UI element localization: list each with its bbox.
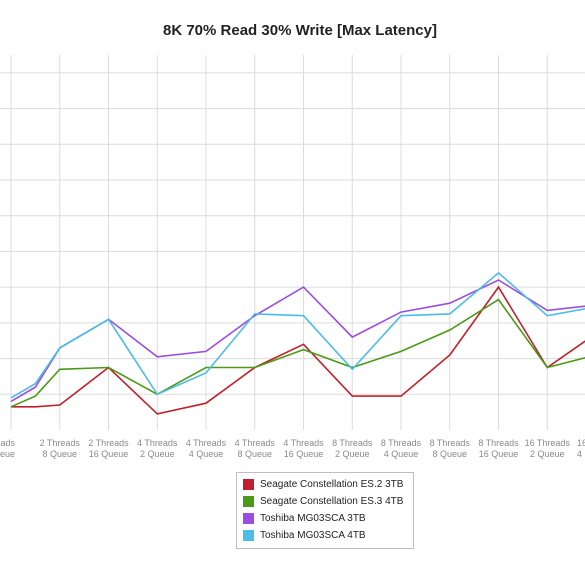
x-tick-label: 4 Queue <box>189 449 224 459</box>
x-tick-label: 16 Threads <box>525 438 571 448</box>
x-tick-label: 4 Queue <box>384 449 419 459</box>
legend-label: Seagate Constellation ES.2 3TB <box>260 479 404 490</box>
x-tick-label: 4 Threads <box>235 438 276 448</box>
series-line-2 <box>10 298 585 408</box>
x-tick-label: 2 Threads <box>40 438 81 448</box>
series-lines <box>10 271 585 415</box>
x-tick-label: 4 Threads <box>283 438 324 448</box>
x-tick-label: 2 Threads <box>88 438 129 448</box>
x-tick-label: 8 Queue <box>42 449 77 459</box>
x-tick-label: 16 Queue <box>479 449 519 459</box>
legend-item: Seagate Constellation ES.2 3TB <box>243 476 407 493</box>
legend-swatch <box>243 496 254 507</box>
x-tick-label: 16 Queue <box>89 449 129 459</box>
legend-item: Toshiba MG03SCA 4TB <box>243 527 407 544</box>
grid <box>0 55 585 430</box>
legend-swatch <box>243 530 254 541</box>
x-tick-label: 8 Queue <box>237 449 272 459</box>
series-line-1 <box>11 285 585 415</box>
x-tick-label: 4 <box>577 449 582 459</box>
legend: Seagate Constellation ES.2 3TB Seagate Co… <box>236 472 414 549</box>
x-tick-label: 4 Threads <box>186 438 227 448</box>
x-tick-label: 8 Threads <box>332 438 373 448</box>
x-tick-label: 8 Threads <box>381 438 422 448</box>
chart-title: 8K 70% Read 30% Write [Max Latency] <box>163 22 437 39</box>
x-tick-label: 2 Queue <box>530 449 565 459</box>
x-tick-label: 8 Threads <box>430 438 471 448</box>
x-tick-label: 16 Queue <box>284 449 324 459</box>
legend-swatch <box>243 513 254 524</box>
legend-label: Toshiba MG03SCA 4TB <box>260 530 366 541</box>
x-tick-label: 4 Threads <box>137 438 178 448</box>
x-tick-label: Threads <box>0 438 15 448</box>
legend-label: Seagate Constellation ES.3 4TB <box>260 496 404 507</box>
x-tick-label: 2 Queue <box>140 449 175 459</box>
x-tick-label: 8 Queue <box>432 449 467 459</box>
x-tick-label: 8 Threads <box>478 438 519 448</box>
x-tick-label: 2 Queue <box>335 449 370 459</box>
legend-label: Toshiba MG03SCA 3TB <box>260 513 366 524</box>
x-tick-label: Queue <box>0 449 15 459</box>
legend-item: Seagate Constellation ES.3 4TB <box>243 493 407 510</box>
x-tick-label: 16 T <box>577 438 585 448</box>
legend-item: Toshiba MG03SCA 3TB <box>243 510 407 527</box>
series-line-4 <box>10 271 585 399</box>
legend-swatch <box>243 479 254 490</box>
